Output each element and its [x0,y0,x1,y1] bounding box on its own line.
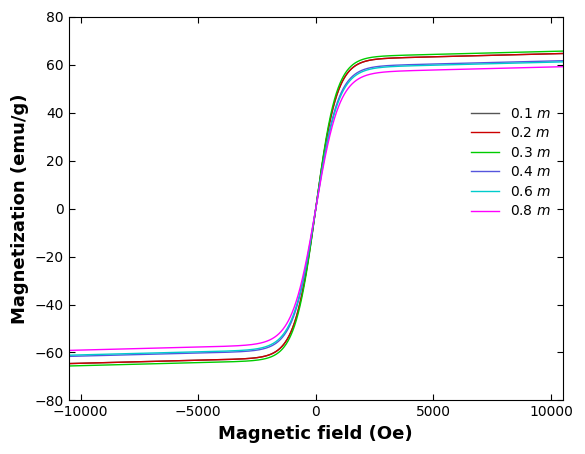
X-axis label: Magnetic field (Oe): Magnetic field (Oe) [218,425,413,443]
0.3 $\it{m}$ [66,363,73,369]
0.4 $\it{m}$ [151,351,158,357]
0.4 $\it{m}$ [549,58,556,64]
0.4 $\it{m}$ [276,338,283,343]
0.3 $\it{m}$ [122,362,129,367]
0.4 $\it{m}$ [66,354,73,359]
0.3 $\it{m}$ [276,349,283,355]
0.6 $\it{m}$ [276,336,283,341]
0.3 $\it{m}$ [496,50,503,55]
0.4 $\it{m}$ [559,58,566,64]
0.1 $\it{m}$ [496,52,503,58]
0.4 $\it{m}$ [254,347,261,353]
0.2 $\it{m}$ [66,361,73,366]
0.1 $\it{m}$ [559,51,566,56]
0.2 $\it{m}$ [496,52,503,58]
0.1 $\it{m}$ [151,359,158,364]
0.8 $\it{m}$ [66,348,73,353]
0.8 $\it{m}$ [549,64,556,69]
0.8 $\it{m}$ [254,341,261,346]
Line: 0.4 $\it{m}$: 0.4 $\it{m}$ [69,61,563,356]
0.8 $\it{m}$ [559,64,566,69]
0.6 $\it{m}$ [559,59,566,64]
Line: 0.8 $\it{m}$: 0.8 $\it{m}$ [69,67,563,350]
0.6 $\it{m}$ [549,59,556,65]
0.2 $\it{m}$ [559,51,566,56]
0.6 $\it{m}$ [254,346,261,351]
Line: 0.3 $\it{m}$: 0.3 $\it{m}$ [69,51,563,366]
0.8 $\it{m}$ [122,346,129,352]
0.6 $\it{m}$ [66,352,73,358]
0.2 $\it{m}$ [151,359,158,364]
Legend: 0.1 $\it{m}$, 0.2 $\it{m}$, 0.3 $\it{m}$, 0.4 $\it{m}$, 0.6 $\it{m}$, 0.8 $\it{m: 0.1 $\it{m}$, 0.2 $\it{m}$, 0.3 $\it{m}$… [471,107,551,218]
0.6 $\it{m}$ [122,351,129,356]
Line: 0.6 $\it{m}$: 0.6 $\it{m}$ [69,62,563,355]
0.1 $\it{m}$ [276,346,283,351]
0.3 $\it{m}$ [549,49,556,54]
0.8 $\it{m}$ [276,331,283,336]
0.1 $\it{m}$ [254,355,261,360]
0.3 $\it{m}$ [559,49,566,54]
Line: 0.2 $\it{m}$: 0.2 $\it{m}$ [69,54,563,364]
0.1 $\it{m}$ [122,360,129,365]
Y-axis label: Magnetization (emu/g): Magnetization (emu/g) [11,93,29,324]
0.6 $\it{m}$ [496,61,503,66]
0.1 $\it{m}$ [549,51,556,56]
0.4 $\it{m}$ [122,352,129,358]
0.1 $\it{m}$ [66,361,73,366]
Line: 0.1 $\it{m}$: 0.1 $\it{m}$ [69,54,563,364]
0.2 $\it{m}$ [254,355,261,360]
0.2 $\it{m}$ [122,360,129,365]
0.3 $\it{m}$ [151,361,158,366]
0.8 $\it{m}$ [496,65,503,71]
0.3 $\it{m}$ [254,357,261,363]
0.8 $\it{m}$ [151,345,158,351]
0.6 $\it{m}$ [151,350,158,356]
0.4 $\it{m}$ [496,59,503,65]
0.2 $\it{m}$ [549,51,556,56]
0.2 $\it{m}$ [276,346,283,351]
